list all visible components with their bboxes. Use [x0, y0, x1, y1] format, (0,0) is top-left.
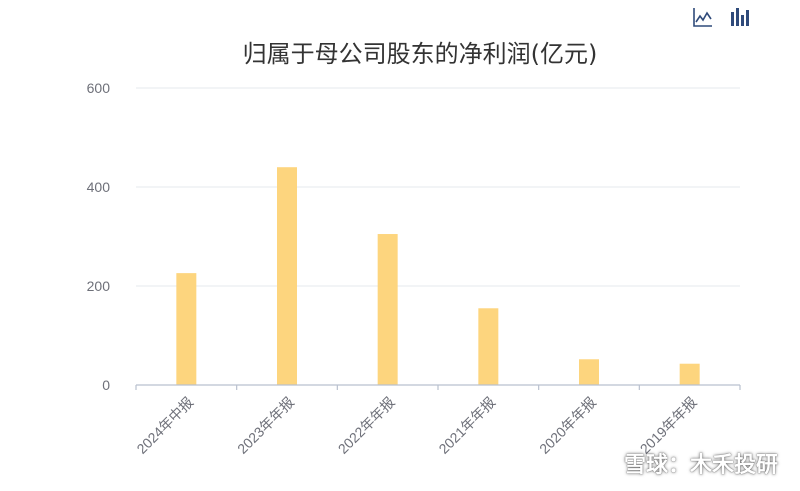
y-tick-label: 400	[87, 179, 111, 195]
bar[interactable]	[377, 234, 398, 385]
line-chart-icon[interactable]	[692, 6, 714, 28]
chart-toolbar	[692, 6, 750, 28]
snowball-logo-icon	[588, 449, 616, 477]
y-tick-label: 0	[102, 377, 110, 393]
x-tick-label: 2022年年报	[335, 394, 398, 457]
y-axis-ticks: 0 200 400 600	[87, 80, 111, 393]
watermark-text: 雪球：木禾投研	[623, 453, 778, 478]
x-tick-label: 2023年年报	[234, 394, 297, 457]
bar-chart-icon[interactable]	[728, 6, 750, 28]
grid-lines	[136, 87, 740, 287]
chart-title: 归属于母公司股东的净利润(亿元)	[243, 40, 598, 68]
bar[interactable]	[679, 363, 700, 385]
bars	[176, 167, 700, 385]
bar[interactable]	[478, 308, 499, 385]
y-tick-label: 200	[87, 278, 111, 294]
x-axis	[135, 384, 741, 390]
x-tick-label: 2024年中报	[133, 394, 196, 457]
x-tick-label: 2021年年报	[435, 394, 498, 457]
watermark: 雪球：木禾投研	[588, 447, 778, 479]
y-tick-label: 600	[87, 80, 111, 96]
bar[interactable]	[176, 273, 197, 385]
bar[interactable]	[579, 359, 599, 385]
bar[interactable]	[277, 167, 297, 385]
